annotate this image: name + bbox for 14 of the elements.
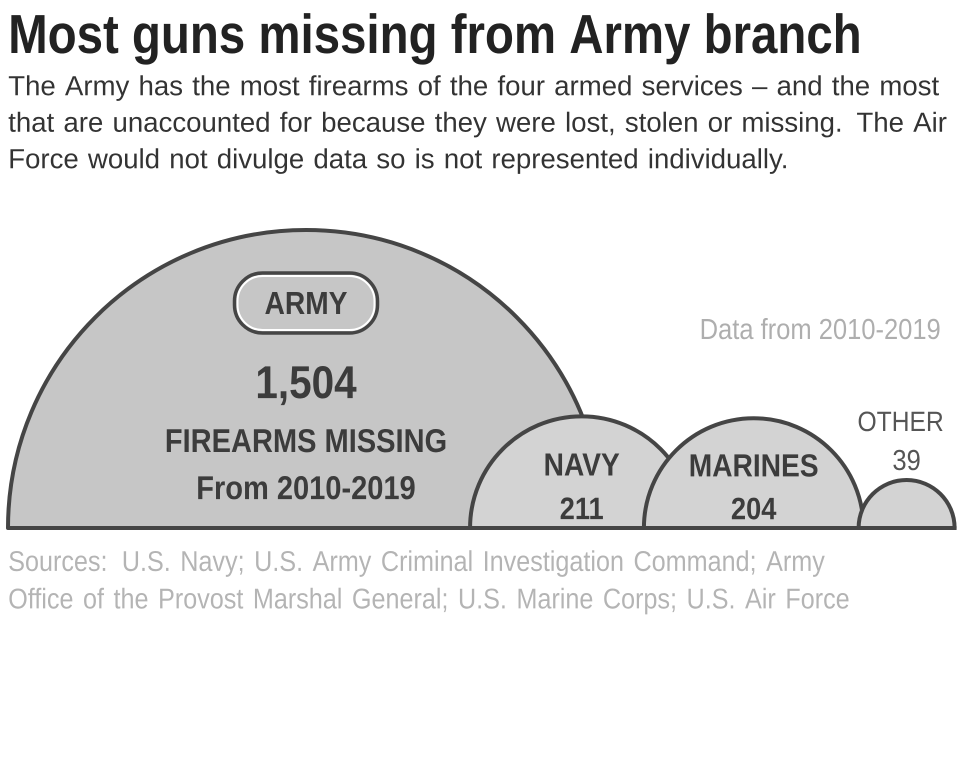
text: From 2010-2019 [198,476,415,500]
text: Data from 2010-2019 [702,318,940,340]
data-label: 39 [893,450,920,470]
data-label: 204 [732,498,776,520]
category-label: MARINES [690,454,818,477]
text: The Army has the most firearms of the four armed services – and the most that are unaccounted for because they were lost, stolen or missing. The Air Force would not divulge data so is not represented individually. [8,75,946,174]
category-label: OTHER [858,411,943,432]
data-label: 211 [560,497,603,520]
text: FIREARMS MISSING [166,428,446,452]
category-label: ARMY [265,292,347,314]
category-label: NAVY [545,454,620,476]
data-label: 1,504 [258,366,356,406]
text: Most guns missing from Army branch [11,13,859,65]
source-note: Sources: U.S. Navy; U.S. Army Criminal Investigation Command; Army Office of the Provost Marshal General; U.S. Marine Corps; U.S. Air Force [9,550,849,614]
